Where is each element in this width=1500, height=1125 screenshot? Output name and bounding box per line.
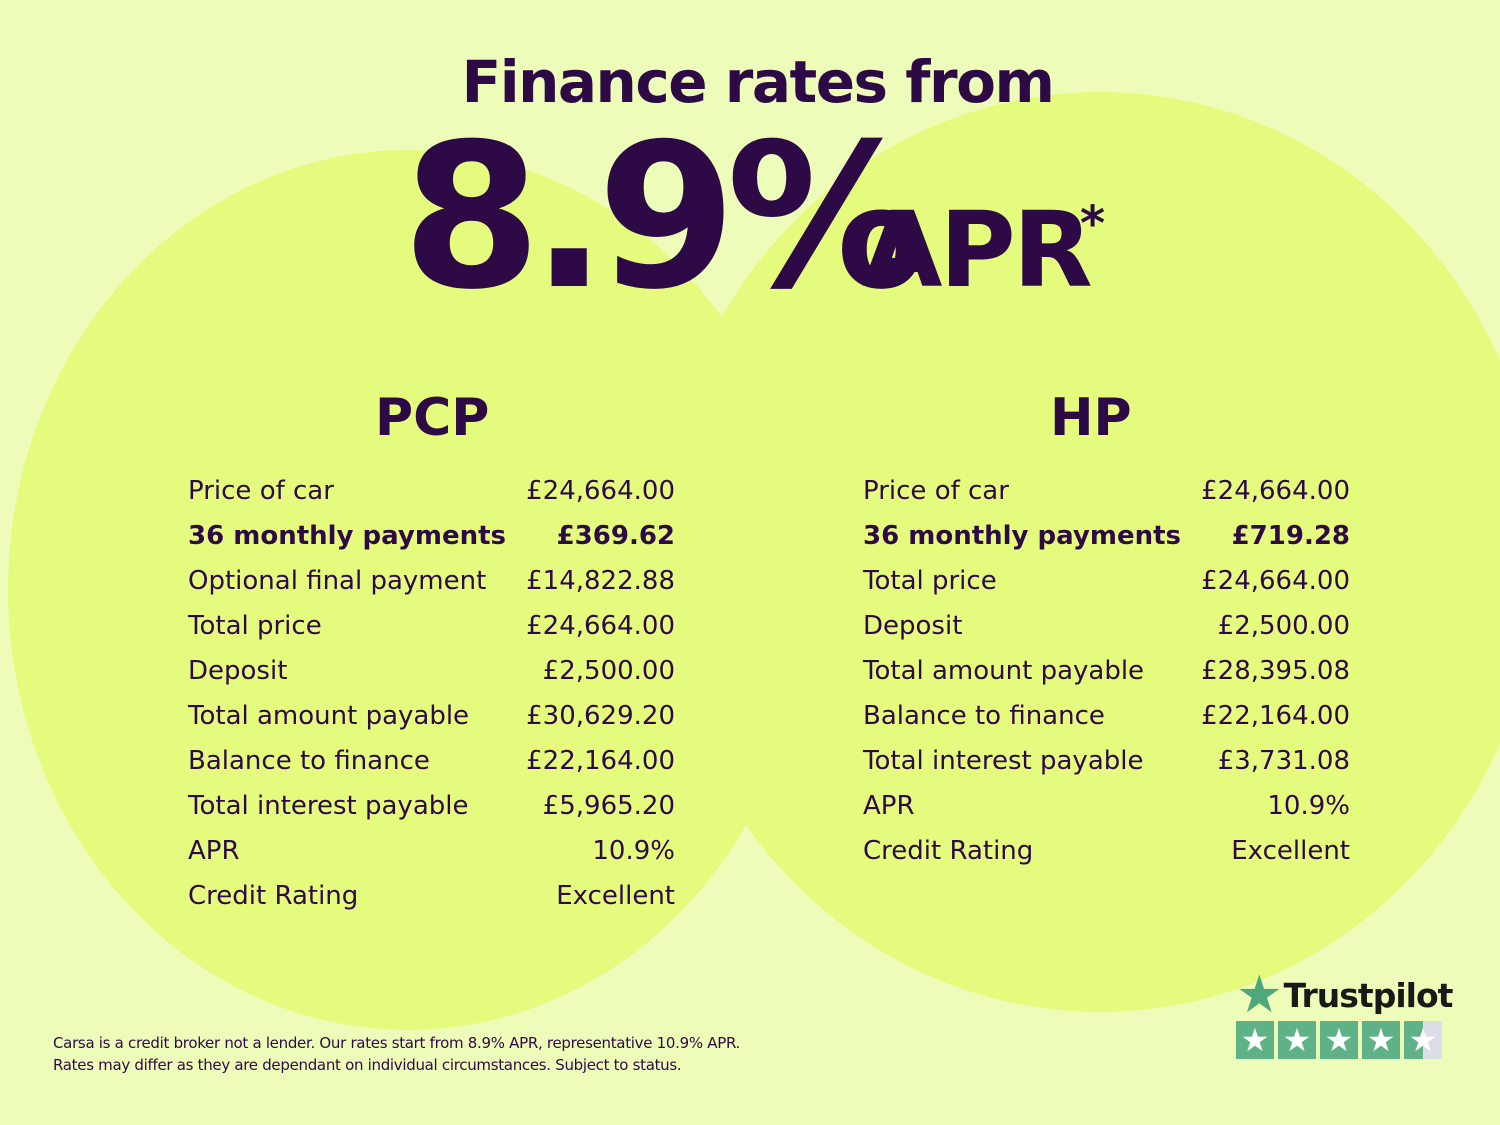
row-label: Price of car (863, 476, 1009, 506)
row-label: APR (188, 836, 240, 866)
table-row: Total interest payable £5,965.20 (188, 787, 675, 832)
row-label: Credit Rating (188, 881, 359, 911)
row-value: £5,965.20 (542, 791, 675, 821)
row-label: Total price (863, 566, 997, 596)
row-label: Optional final payment (188, 566, 487, 596)
table-row: Price of car £24,664.00 (188, 472, 675, 517)
trustpilot-rating: ★ ★ ★ ★ ★ (1236, 1021, 1452, 1059)
row-value: Excellent (556, 881, 675, 911)
table-row: Total amount payable £28,395.08 (863, 652, 1350, 697)
row-label: Balance to finance (863, 701, 1105, 731)
table-row: Credit Rating Excellent (188, 877, 675, 922)
hp-heading: HP (1050, 388, 1132, 448)
row-value: £24,664.00 (526, 476, 675, 506)
trustpilot-badge[interactable]: ★ Trustpilot ★ ★ ★ ★ ★ (1236, 965, 1454, 1059)
row-label: Total interest payable (188, 791, 469, 821)
table-row: Total interest payable £3,731.08 (863, 742, 1350, 787)
table-row: 36 monthly payments £719.28 (863, 517, 1350, 562)
row-value: £28,395.08 (1201, 656, 1350, 686)
row-value: £2,500.00 (1217, 611, 1350, 641)
background-circle-right (660, 92, 1500, 1012)
row-label: Total amount payable (188, 701, 470, 731)
row-label: APR (863, 791, 915, 821)
rating-star-icon: ★ (1236, 1021, 1274, 1059)
disclaimer: Carsa is a credit broker not a lender. O… (53, 1032, 740, 1076)
trustpilot-name: Trustpilot (1283, 975, 1454, 1015)
table-row: Balance to finance £22,164.00 (863, 697, 1350, 742)
table-row: Total price £24,664.00 (188, 607, 675, 652)
headline-apr: APR (862, 189, 1093, 311)
pcp-heading: PCP (375, 388, 490, 448)
table-row: Total price £24,664.00 (863, 562, 1350, 607)
row-value: £30,629.20 (526, 701, 675, 731)
hp-table: Price of car £24,664.00 36 monthly payment… (863, 472, 1350, 877)
table-row: 36 monthly payments £369.62 (188, 517, 675, 562)
row-value: £14,822.88 (526, 566, 675, 596)
row-label: 36 monthly payments (863, 521, 1181, 551)
row-value: 10.9% (592, 836, 675, 866)
table-row: APR 10.9% (188, 832, 675, 877)
rating-half-star-icon: ★ (1404, 1021, 1442, 1059)
table-row: Credit Rating Excellent (863, 832, 1350, 877)
row-label: Total amount payable (863, 656, 1145, 686)
headline-asterisk: * (1080, 196, 1106, 252)
rating-star-icon: ★ (1320, 1021, 1358, 1059)
disclaimer-line-2: Rates may differ as they are dependant o… (53, 1056, 682, 1074)
table-row: Optional final payment £14,822.88 (188, 562, 675, 607)
row-label: 36 monthly payments (188, 521, 506, 551)
headline-rate: 8.9% (402, 101, 927, 334)
rating-star-icon: ★ (1362, 1021, 1400, 1059)
row-value: £369.62 (556, 521, 675, 551)
row-value: 10.9% (1267, 791, 1350, 821)
headline-title: Finance rates from (461, 48, 1055, 116)
star-icon: ★ (1236, 965, 1283, 1025)
row-label: Deposit (188, 656, 288, 686)
row-value: Excellent (1231, 836, 1350, 866)
row-value: £22,164.00 (1201, 701, 1350, 731)
table-row: Price of car £24,664.00 (863, 472, 1350, 517)
row-label: Credit Rating (863, 836, 1034, 866)
rating-star-icon: ★ (1278, 1021, 1316, 1059)
table-row: Deposit £2,500.00 (863, 607, 1350, 652)
table-row: APR 10.9% (863, 787, 1350, 832)
row-value: £2,500.00 (542, 656, 675, 686)
row-label: Total interest payable (863, 746, 1144, 776)
row-label: Price of car (188, 476, 334, 506)
row-label: Total price (188, 611, 322, 641)
table-row: Deposit £2,500.00 (188, 652, 675, 697)
row-label: Deposit (863, 611, 963, 641)
trustpilot-logo: ★ Trustpilot (1236, 965, 1454, 1025)
table-row: Balance to finance £22,164.00 (188, 742, 675, 787)
row-value: £24,664.00 (1201, 476, 1350, 506)
row-value: £22,164.00 (526, 746, 675, 776)
table-row: Total amount payable £30,629.20 (188, 697, 675, 742)
row-value: £24,664.00 (1201, 566, 1350, 596)
row-value: £719.28 (1231, 521, 1350, 551)
pcp-table: Price of car £24,664.00 36 monthly payment… (188, 472, 675, 922)
row-value: £24,664.00 (526, 611, 675, 641)
disclaimer-line-1: Carsa is a credit broker not a lender. O… (53, 1034, 740, 1052)
row-value: £3,731.08 (1217, 746, 1350, 776)
row-label: Balance to finance (188, 746, 430, 776)
